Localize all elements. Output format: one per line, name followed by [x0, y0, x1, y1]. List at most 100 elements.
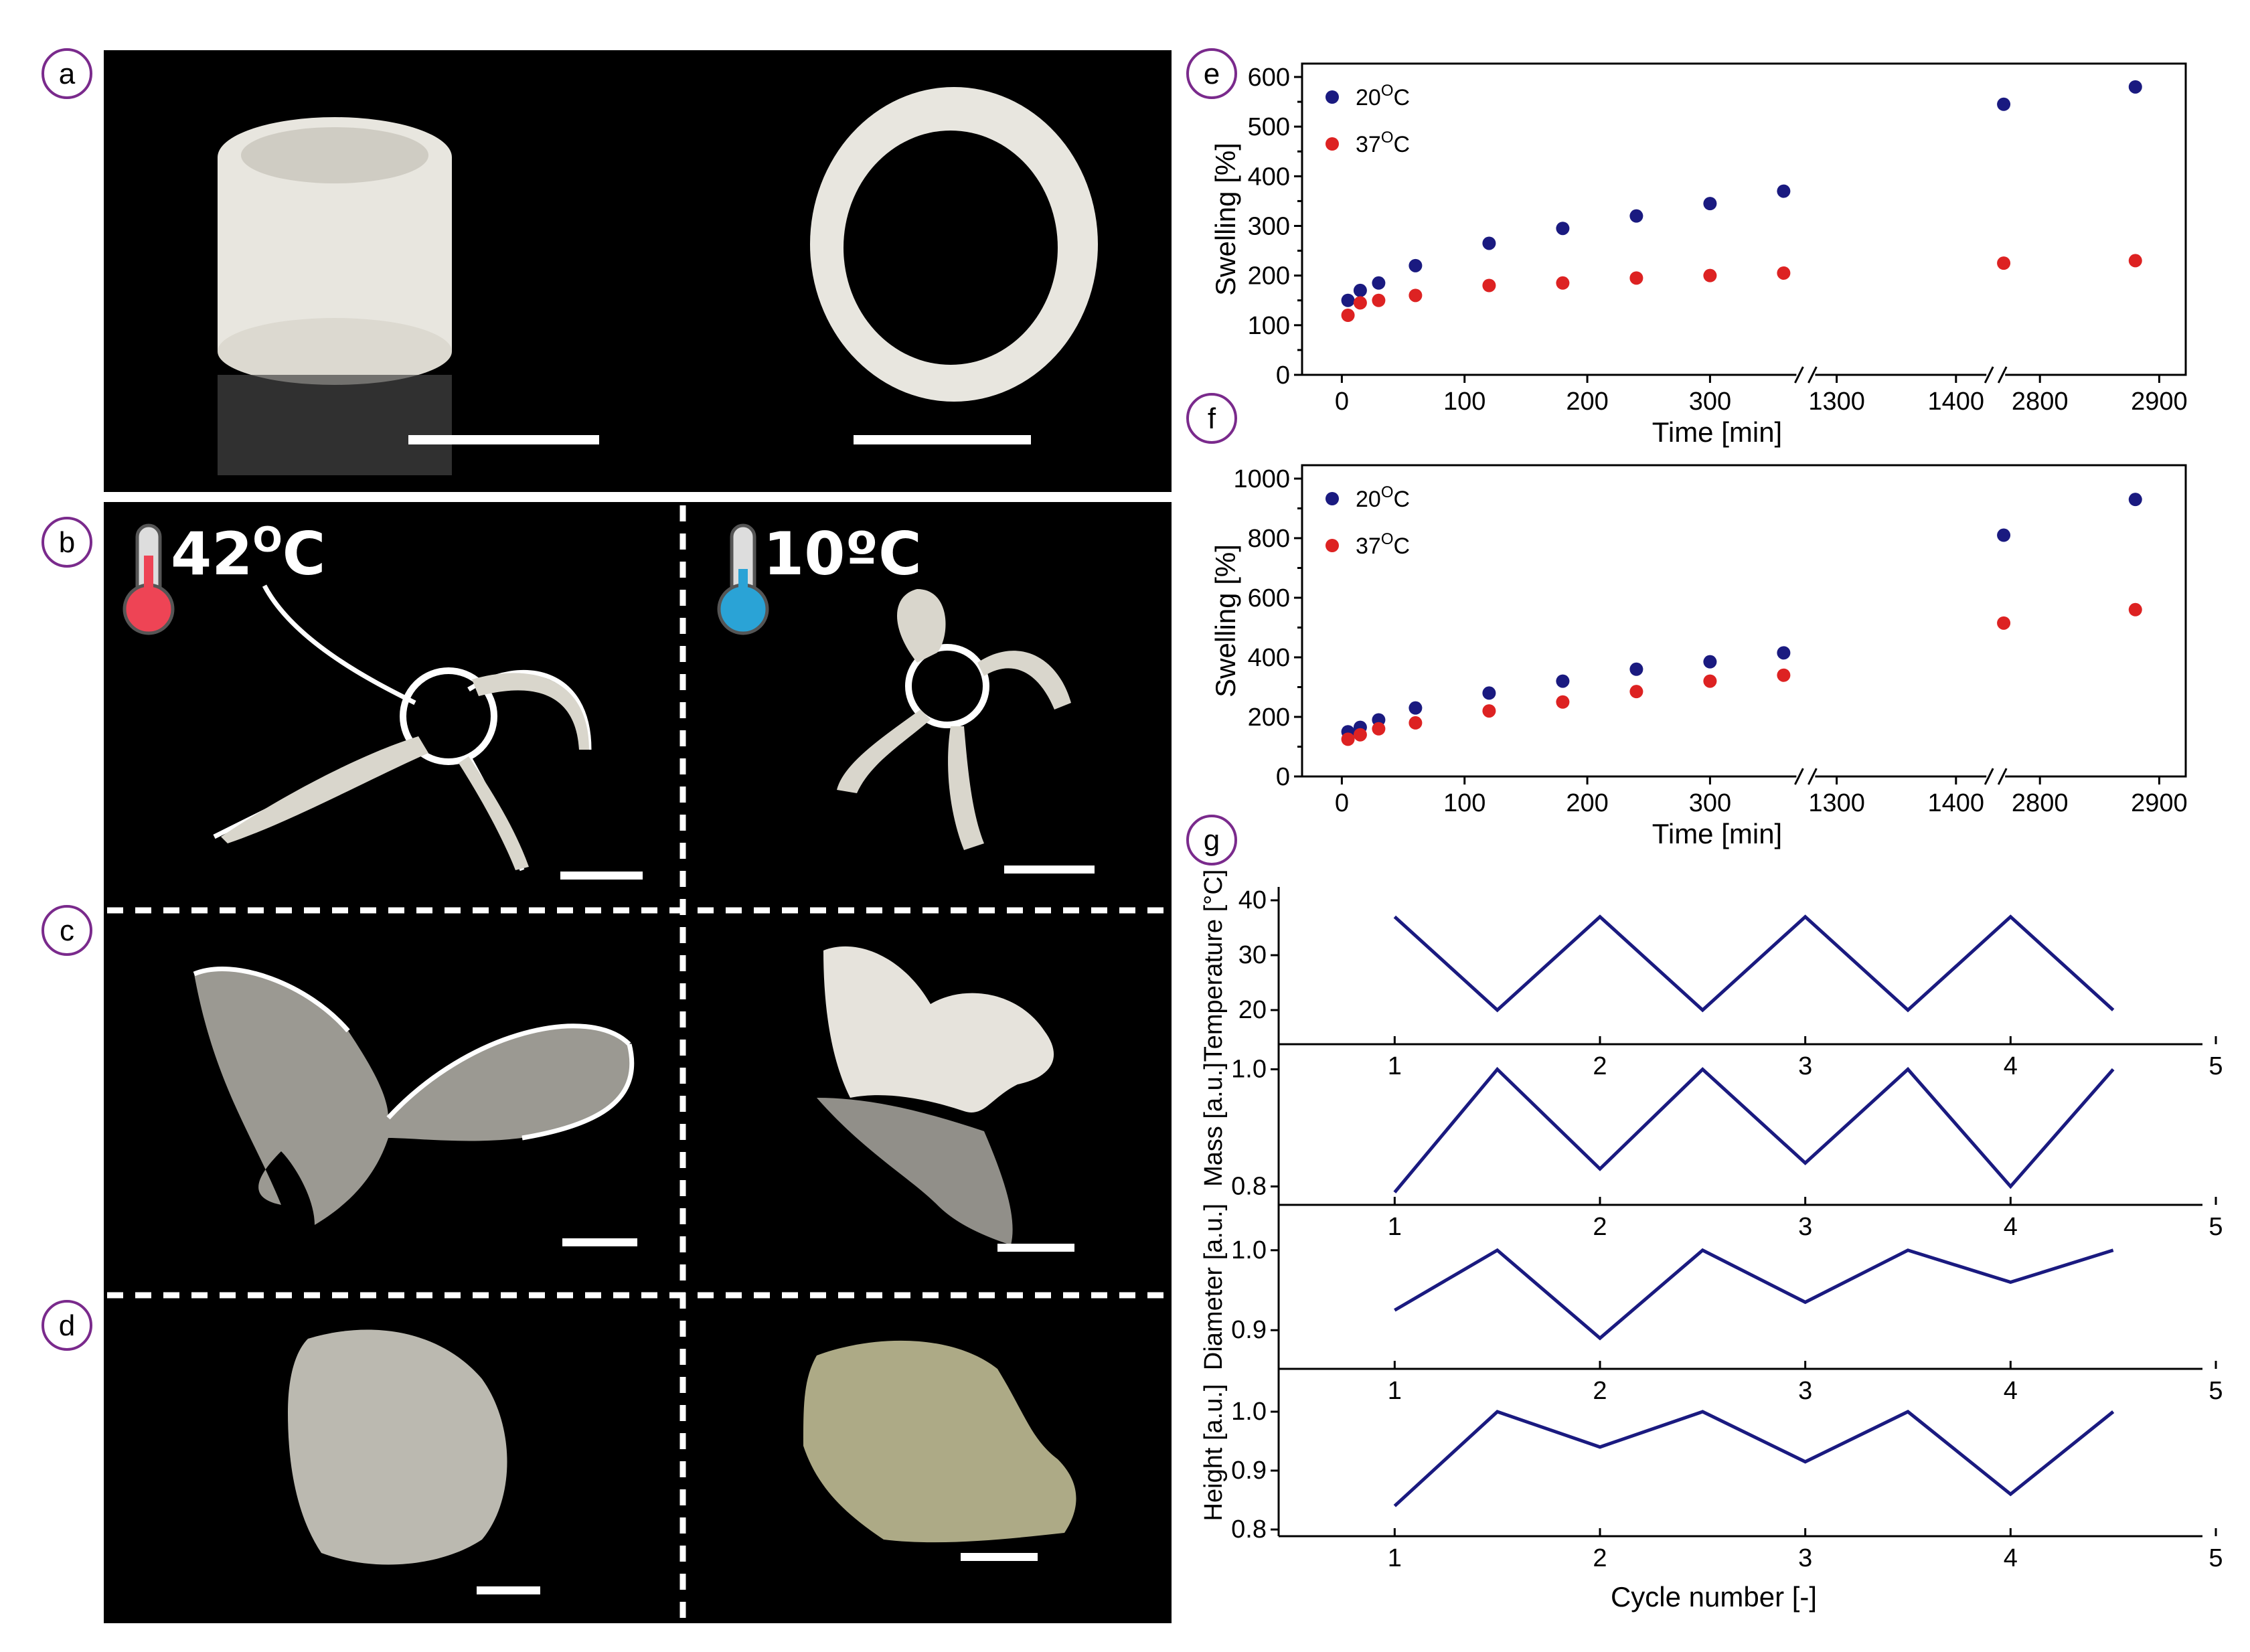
- x-tick-label: 0: [1335, 789, 1349, 817]
- data-point-37: [1629, 271, 1643, 285]
- y-tick-label: 1000: [1233, 465, 1290, 493]
- x-tick-label: 200: [1566, 388, 1608, 416]
- legend-label: 37OC: [1356, 530, 1410, 559]
- photo-panel-bcd: 42OC 10ºC: [104, 502, 1172, 1623]
- data-point-37: [1629, 685, 1643, 699]
- svg-text:f: f: [1208, 402, 1216, 435]
- scale-bar: [408, 435, 599, 444]
- y-tick-label: 0.8: [1231, 1515, 1267, 1544]
- data-point-20: [1997, 528, 2011, 542]
- data-point-37: [1777, 668, 1791, 682]
- x-tick-label: 2800: [2012, 789, 2069, 817]
- data-point-20: [1482, 236, 1496, 250]
- axis-break-mark: [1997, 768, 2008, 785]
- axis-break-mark: [1984, 366, 1994, 384]
- data-point-37: [1777, 266, 1791, 280]
- series-line: [1393, 1410, 2115, 1507]
- legend-value: 20: [1356, 85, 1381, 110]
- y-tick-label: 1.0: [1231, 1056, 1267, 1084]
- x-tick-label: 0: [1335, 388, 1349, 416]
- data-point-37: [1556, 695, 1570, 709]
- plot-frame: [1301, 62, 2187, 376]
- scale-bar: [560, 872, 643, 880]
- x-tick-label: 2: [1593, 1377, 1607, 1405]
- legend-label: 20OC: [1356, 82, 1410, 110]
- data-point-20: [1556, 674, 1570, 688]
- y-tick-label: 300: [1248, 213, 1290, 241]
- x-tick-label: 300: [1689, 388, 1731, 416]
- panel-label-f: f: [1186, 393, 1237, 444]
- x-tick-label: 1: [1388, 1213, 1402, 1241]
- y-tick-label: 400: [1248, 644, 1290, 672]
- data-point-37: [1703, 268, 1717, 282]
- photo-panel-a: [104, 50, 1172, 492]
- y-tick-label: 30: [1238, 941, 1267, 969]
- chart-e: 0 100 200 300 400 500 600 0 100 200 300 1300 1400 280…: [1210, 62, 2188, 448]
- panel-label-c: c: [42, 905, 92, 956]
- svg-text:a: a: [59, 58, 76, 90]
- data-point-20: [1703, 655, 1717, 669]
- data-point-37: [2128, 254, 2142, 268]
- data-point-37: [1997, 256, 2011, 270]
- y-tick-label: 200: [1248, 704, 1290, 732]
- legend-label: 20OC: [1356, 483, 1410, 512]
- x-tick-label: 2900: [2131, 789, 2188, 817]
- temp-warm-sup: O: [252, 520, 282, 560]
- data-point-20: [1629, 209, 1643, 223]
- y-axis-label: Temperature [°C]: [1200, 870, 1228, 1062]
- legend-sup: O: [1381, 129, 1394, 147]
- svg-text:e: e: [1204, 58, 1220, 90]
- y-tick-label: 800: [1248, 525, 1290, 553]
- data-point-37: [1556, 276, 1570, 290]
- temp-warm-value: 42: [171, 519, 252, 588]
- legend-sup: O: [1381, 483, 1394, 501]
- y-axis-label: Diameter [a.u.]: [1200, 1204, 1228, 1370]
- x-tick-label: 1300: [1808, 388, 1865, 416]
- x-tick-label: 2: [1593, 1544, 1607, 1572]
- y-tick-label: 40: [1238, 886, 1267, 914]
- legend-label: 37OC: [1356, 129, 1410, 157]
- y-tick-label: 100: [1248, 312, 1290, 340]
- x-tick-label: 3: [1798, 1213, 1812, 1241]
- legend-sup: O: [1381, 82, 1394, 100]
- x-tick-label: 3: [1798, 1052, 1812, 1080]
- x-axis-label: Time [min]: [1652, 818, 1782, 849]
- legend-sup: O: [1381, 530, 1394, 548]
- panel-label-b: b: [42, 517, 92, 568]
- y-tick-label: 1.0: [1231, 1398, 1267, 1426]
- scale-bar: [997, 1244, 1074, 1252]
- legend-marker: [1325, 137, 1339, 151]
- y-axis-label: Swelling [%]: [1210, 544, 1241, 697]
- data-point-37: [1372, 722, 1386, 736]
- data-point-20: [1777, 646, 1791, 660]
- data-point-20: [1409, 701, 1423, 715]
- panel-label-g: g: [1186, 815, 1237, 865]
- x-tick-label: 1400: [1928, 388, 1985, 416]
- y-tick-label: 0.9: [1231, 1316, 1267, 1344]
- x-tick-label: 5: [2208, 1213, 2223, 1241]
- data-point-37: [1997, 616, 2011, 630]
- x-tick-label: 1400: [1928, 789, 1985, 817]
- gripper-open-sample: [213, 584, 592, 872]
- x-tick-label: 3: [1798, 1544, 1812, 1572]
- y-axis-label: Swelling [%]: [1210, 143, 1241, 296]
- data-point-20: [1482, 686, 1496, 700]
- x-axis-label: Time [min]: [1652, 416, 1782, 448]
- axis-break-mark: [1807, 366, 1818, 384]
- data-point-37: [1341, 309, 1355, 322]
- y-tick-label: 1.0: [1231, 1236, 1267, 1264]
- scale-bar: [1004, 865, 1095, 874]
- axis-break-mark: [1997, 366, 2008, 384]
- axis-break-mark: [1984, 768, 1994, 785]
- chart-f: 0 200 400 600 800 1000 0 100 200 300 1300 1400 2800 2…: [1210, 464, 2188, 849]
- data-point-20: [1556, 222, 1570, 236]
- temp-cold-unit: ºC: [845, 519, 921, 588]
- svg-text:b: b: [59, 526, 75, 559]
- legend-unit: C: [1394, 132, 1411, 157]
- thermometer-hot-icon: [123, 523, 175, 635]
- data-point-37: [1703, 674, 1717, 688]
- x-tick-label: 1: [1388, 1052, 1402, 1080]
- x-tick-label: 300: [1689, 789, 1731, 817]
- plot-frame: [1301, 464, 2187, 778]
- temp-warm-unit: C: [283, 519, 326, 588]
